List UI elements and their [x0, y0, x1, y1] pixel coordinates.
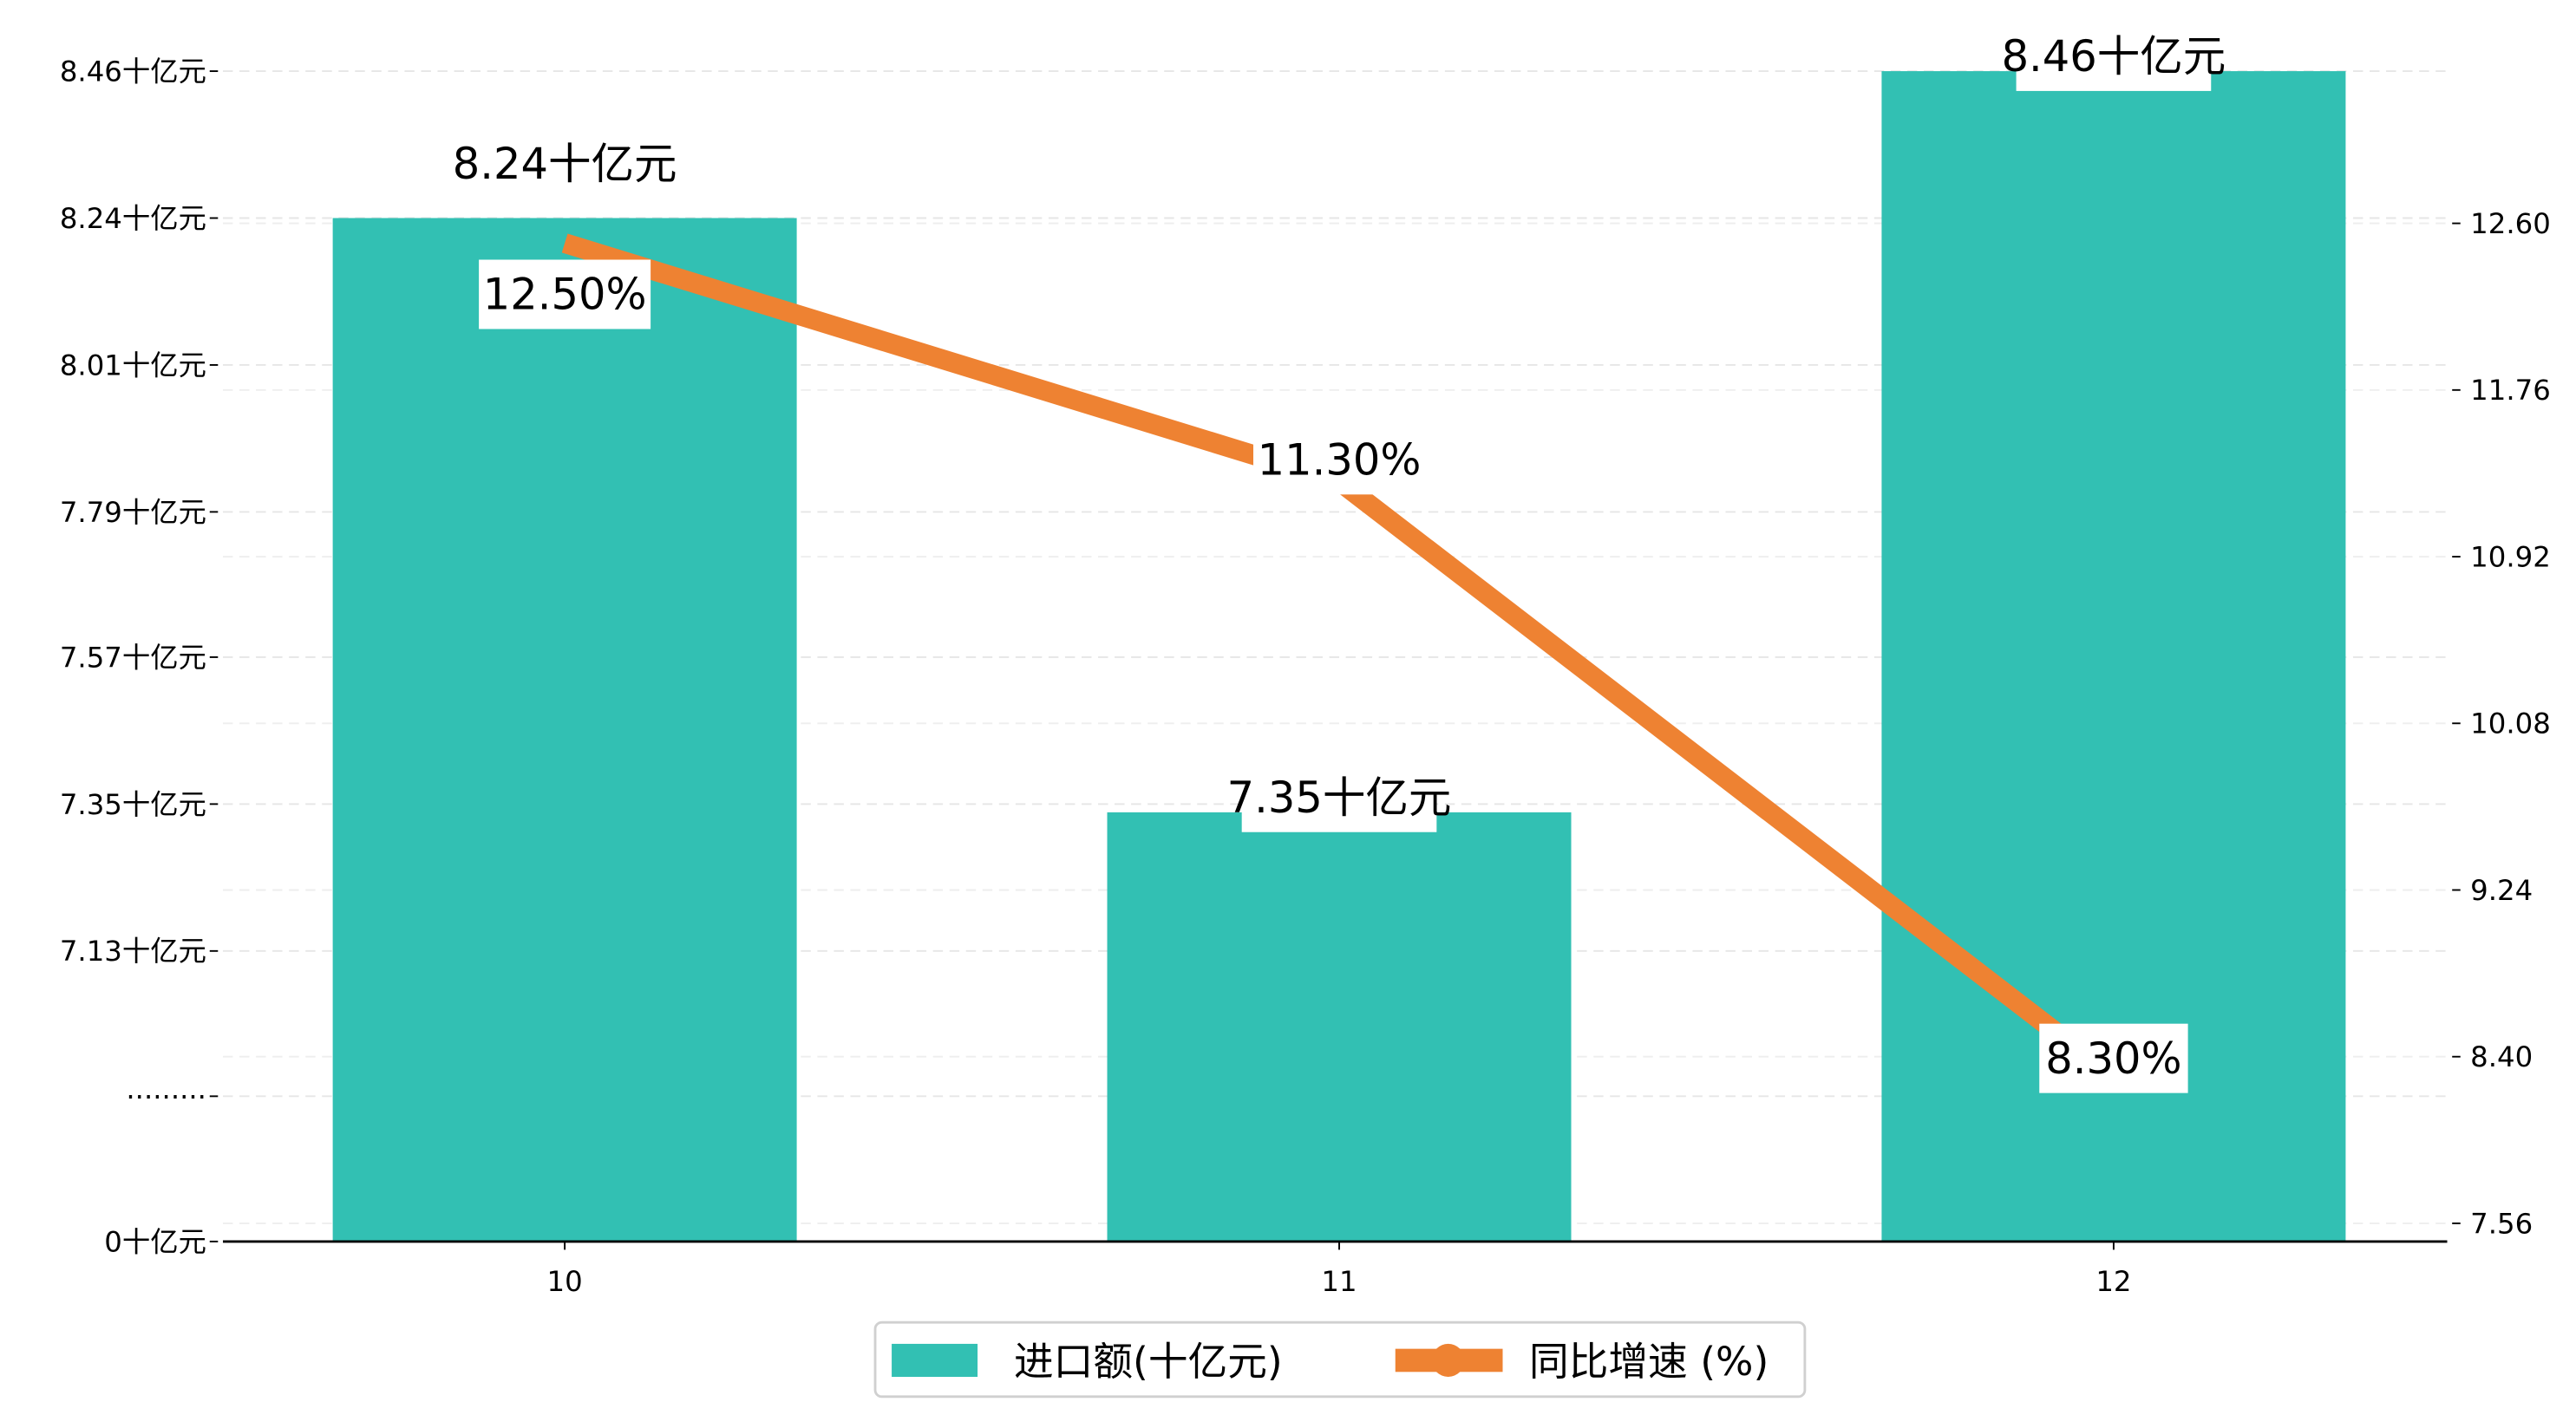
left-tick-label: 7.35十亿元	[60, 788, 206, 821]
line-label-box	[479, 259, 651, 329]
left-tick-label: 8.46十亿元	[60, 55, 206, 88]
line-label-text: 8.30%	[2045, 1034, 2181, 1084]
bar-label-box	[467, 128, 663, 199]
right-tick-label: 12.60	[2470, 207, 2551, 240]
line-label: 12.50%	[479, 259, 651, 329]
line-label-box	[1253, 425, 1426, 495]
bar-label: 7.35十亿元	[1227, 762, 1452, 832]
left-tick-label: 0十亿元	[104, 1225, 206, 1258]
bar-label-box	[2016, 21, 2212, 91]
right-tick-label: 9.24	[2470, 874, 2533, 907]
left-tick-label: 8.24十亿元	[60, 202, 206, 235]
bar-label-box	[1241, 762, 1437, 832]
line-label-text: 11.30%	[1258, 434, 1422, 485]
bar-label-text: 8.46十亿元	[2002, 31, 2226, 82]
line-label-box	[2039, 1023, 2188, 1093]
legend-label-line: 同比增速 (%)	[1529, 1339, 1769, 1385]
data-labels: 8.24十亿元 7.35十亿元 8.46十亿元 12.50% 11.30% 8.30%	[453, 21, 2226, 1093]
legend-box	[873, 1320, 1807, 1399]
line-label: 8.30%	[2039, 1023, 2188, 1093]
bar-10	[332, 218, 797, 1242]
left-tick-label: 7.79十亿元	[60, 496, 206, 529]
legend-marker-line	[1431, 1343, 1465, 1378]
right-tick-label: 10.08	[2470, 708, 2551, 740]
left-tick-label: 7.13十亿元	[60, 935, 206, 968]
left-tick-label: 7.57十亿元	[60, 641, 206, 674]
axes: 0十亿元 ········· 7.13十亿元 7.35十亿元 7.57十亿元 7.79十亿…	[60, 55, 2551, 1298]
legend-label-bar: 进口额(十亿元)	[1014, 1339, 1283, 1385]
right-tick-label: 8.40	[2470, 1040, 2533, 1073]
line-label-text: 12.50%	[483, 270, 647, 320]
right-tick-label: 10.92	[2470, 540, 2551, 573]
left-tick-label: ·········	[126, 1080, 206, 1113]
bar-11	[1107, 812, 1572, 1242]
legend-swatch-bar	[892, 1343, 978, 1378]
right-tick-label: 11.76	[2470, 374, 2551, 407]
bar-label: 8.24十亿元	[453, 128, 677, 199]
x-tick-label: 10	[547, 1265, 583, 1298]
x-tick-label: 12	[2095, 1265, 2131, 1298]
bar-label-text: 7.35十亿元	[1227, 773, 1452, 823]
left-tick-label: 8.01十亿元	[60, 349, 206, 381]
right-tick-label: 7.56	[2470, 1207, 2533, 1240]
bar-label: 8.46十亿元	[2002, 21, 2226, 91]
x-tick-label: 11	[1321, 1265, 1357, 1298]
line-label: 11.30%	[1253, 425, 1426, 495]
legend: 进口额(十亿元) 同比增速 (%)	[873, 1320, 1807, 1399]
bar-label-text: 8.24十亿元	[453, 139, 677, 189]
